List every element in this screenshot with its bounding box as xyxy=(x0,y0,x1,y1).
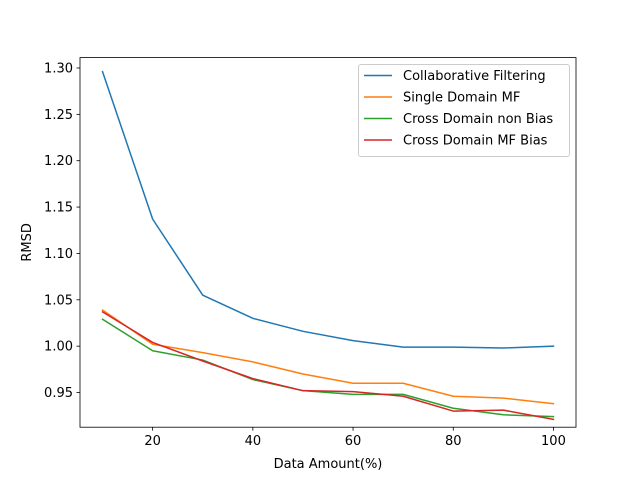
y-tick-label: 1.25 xyxy=(44,108,73,123)
y-tick-label: 1.20 xyxy=(44,154,73,169)
y-tick-label: 1.00 xyxy=(44,340,73,355)
y-tick-label: 1.10 xyxy=(44,247,73,262)
x-axis-ticks: 20 40 60 80 100 xyxy=(144,427,566,449)
x-tick-label: 40 xyxy=(245,434,262,449)
legend-label-cross-domain-mf-bias: Cross Domain MF Bias xyxy=(403,134,548,149)
legend-label-collaborative-filtering: Collaborative Filtering xyxy=(403,69,546,84)
x-tick-label: 60 xyxy=(345,434,362,449)
plot-frame xyxy=(79,57,577,428)
y-tick-label: 1.05 xyxy=(44,293,73,308)
y-axis-ticks: 0.95 1.00 1.05 1.10 1.15 1.20 1.25 1.30 xyxy=(44,61,80,401)
y-axis-label: RMSD xyxy=(20,223,35,262)
series-layer xyxy=(101,70,555,421)
legend-label-single-domain-mf: Single Domain MF xyxy=(403,91,520,106)
x-tick-label: 100 xyxy=(541,434,566,449)
y-tick-label: 0.95 xyxy=(44,386,73,401)
series-line-cross-domain-mf-bias xyxy=(101,310,555,421)
y-tick-label: 1.30 xyxy=(44,61,73,76)
series-line-cross-domain-non-bias xyxy=(101,318,555,418)
x-axis-label: Data Amount(%) xyxy=(274,457,383,472)
x-tick-label: 20 xyxy=(144,434,161,449)
legend: Collaborative Filtering Single Domain MF C… xyxy=(358,64,570,157)
series-line-collaborative-filtering xyxy=(101,70,555,349)
legend-label-cross-domain-non-bias: Cross Domain non Bias xyxy=(403,112,553,127)
series-line-single-domain-mf xyxy=(101,308,555,405)
legend-box xyxy=(358,64,570,157)
x-tick-label: 80 xyxy=(445,434,462,449)
y-tick-label: 1.15 xyxy=(44,201,73,216)
